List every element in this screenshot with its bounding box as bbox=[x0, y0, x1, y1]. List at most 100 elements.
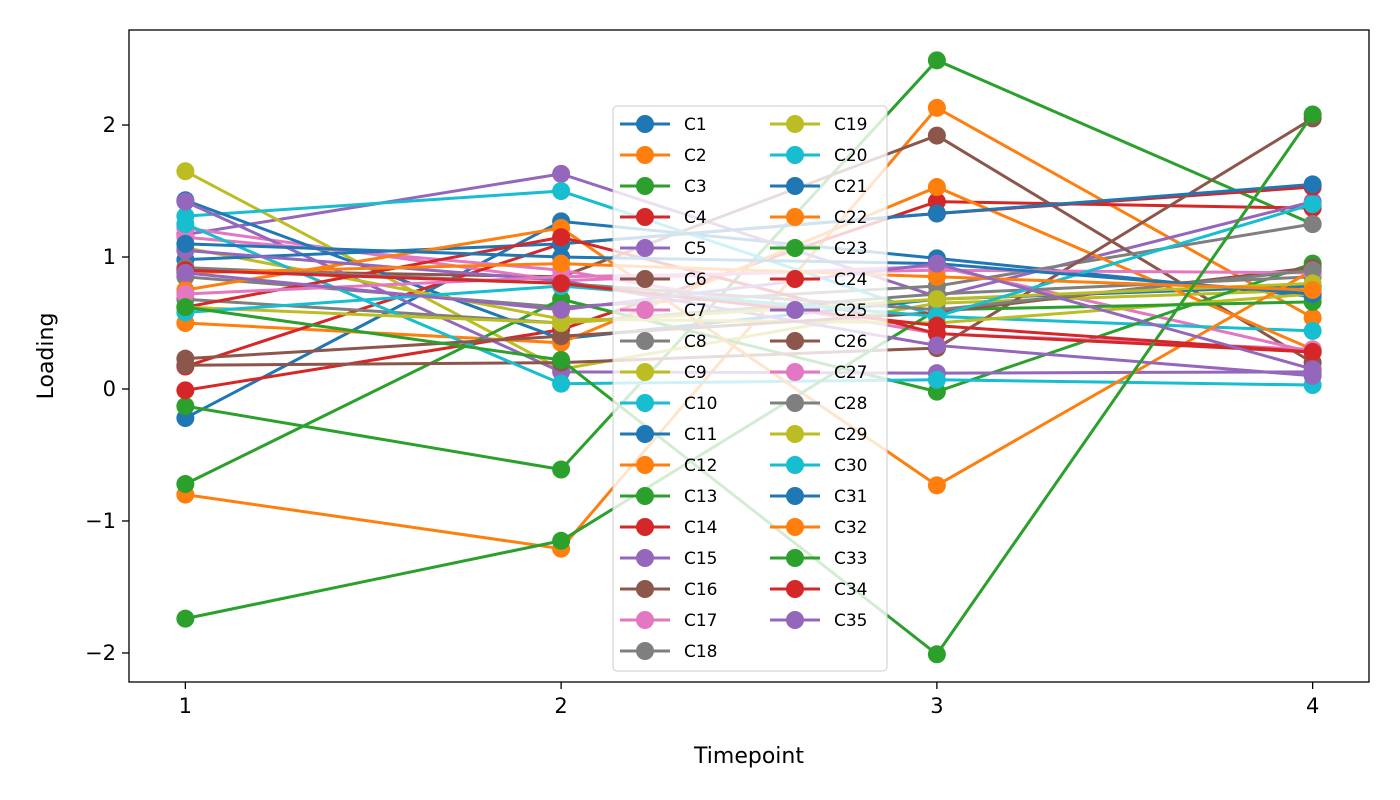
data-point bbox=[176, 162, 195, 181]
legend-label: C26 bbox=[834, 332, 868, 352]
legend-item-C2: C2 bbox=[620, 146, 707, 166]
legend-marker bbox=[786, 611, 804, 629]
x-tick-label: 1 bbox=[179, 694, 192, 718]
data-point bbox=[927, 267, 946, 286]
legend-item-C15: C15 bbox=[620, 549, 718, 569]
legend-item-C29: C29 bbox=[770, 425, 868, 445]
y-tick-label: −2 bbox=[85, 641, 116, 665]
data-point bbox=[927, 178, 946, 197]
y-axis-label: Loading bbox=[34, 313, 59, 400]
legend: C1 C2 C3 C4 C5 C6 C7 C8 C9 C10 C11 C12 C13 C14 C15 C16 C… bbox=[612, 105, 888, 672]
data-point bbox=[927, 316, 946, 335]
data-point bbox=[927, 254, 946, 273]
legend-item-C8: C8 bbox=[620, 332, 707, 352]
x-axis-label: Timepoint bbox=[693, 744, 804, 769]
legend-label: C34 bbox=[834, 580, 868, 600]
legend-marker bbox=[636, 239, 654, 257]
legend-marker bbox=[786, 549, 804, 567]
data-point bbox=[552, 164, 571, 183]
legend-item-C19: C19 bbox=[770, 115, 868, 135]
legend-item-C30: C30 bbox=[770, 456, 868, 476]
legend-item-C9: C9 bbox=[620, 363, 707, 383]
legend-marker bbox=[786, 394, 804, 412]
data-point bbox=[927, 51, 946, 70]
legend-item-C5: C5 bbox=[620, 239, 707, 259]
legend-marker bbox=[636, 394, 654, 412]
legend-label: C17 bbox=[684, 611, 718, 631]
legend-label: C8 bbox=[684, 332, 707, 352]
legend-item-C24: C24 bbox=[770, 270, 868, 290]
legend-item-C13: C13 bbox=[620, 487, 718, 507]
data-point bbox=[552, 254, 571, 273]
data-point bbox=[552, 531, 571, 550]
legend-label: C3 bbox=[684, 177, 707, 197]
legend-item-C27: C27 bbox=[770, 363, 868, 383]
data-point bbox=[927, 98, 946, 117]
y-tick-label: 2 bbox=[103, 113, 116, 137]
legend-label: C11 bbox=[684, 425, 718, 445]
data-point bbox=[927, 370, 946, 389]
legend-marker bbox=[636, 208, 654, 226]
y-tick-label: 1 bbox=[103, 245, 116, 269]
data-point bbox=[552, 300, 571, 319]
legend-label: C22 bbox=[834, 208, 868, 228]
legend-label: C32 bbox=[834, 518, 868, 538]
data-point bbox=[176, 215, 195, 234]
legend-label: C12 bbox=[684, 456, 718, 476]
legend-label: C23 bbox=[834, 239, 868, 259]
legend-item-C16: C16 bbox=[620, 580, 718, 600]
legend-marker bbox=[786, 332, 804, 350]
legend-label: C13 bbox=[684, 487, 718, 507]
legend-item-C31: C31 bbox=[770, 487, 868, 507]
data-point bbox=[1303, 261, 1322, 280]
legend-marker bbox=[636, 146, 654, 164]
legend-item-C34: C34 bbox=[770, 580, 868, 600]
legend-marker bbox=[786, 363, 804, 381]
legend-item-C6: C6 bbox=[620, 270, 707, 290]
data-point bbox=[927, 476, 946, 495]
legend-item-C11: C11 bbox=[620, 425, 718, 445]
data-point bbox=[927, 336, 946, 355]
data-point bbox=[176, 609, 195, 628]
x-tick-label: 4 bbox=[1306, 694, 1319, 718]
legend-marker bbox=[786, 208, 804, 226]
legend-item-C32: C32 bbox=[770, 518, 868, 538]
data-point bbox=[176, 397, 195, 416]
data-point bbox=[927, 126, 946, 145]
legend-label: C4 bbox=[684, 208, 707, 228]
y-tick-label: 0 bbox=[103, 377, 116, 401]
legend-marker bbox=[786, 115, 804, 133]
legend-label: C19 bbox=[834, 115, 868, 135]
legend-item-C18: C18 bbox=[620, 642, 718, 662]
legend-item-C7: C7 bbox=[620, 301, 707, 321]
data-point bbox=[927, 290, 946, 309]
legend-marker bbox=[786, 425, 804, 443]
legend-label: C9 bbox=[684, 363, 707, 383]
legend-label: C28 bbox=[834, 394, 868, 414]
data-point bbox=[1303, 321, 1322, 340]
legend-label: C15 bbox=[684, 549, 718, 569]
legend-label: C6 bbox=[684, 270, 707, 290]
data-point bbox=[552, 460, 571, 479]
data-point bbox=[552, 274, 571, 293]
data-point bbox=[176, 284, 195, 303]
legend-label: C31 bbox=[834, 487, 868, 507]
legend-label: C18 bbox=[684, 642, 718, 662]
legend-marker bbox=[636, 487, 654, 505]
legend-label: C33 bbox=[834, 549, 868, 569]
legend-item-C22: C22 bbox=[770, 208, 868, 228]
legend-item-C21: C21 bbox=[770, 177, 868, 197]
legend-item-C25: C25 bbox=[770, 301, 868, 321]
legend-marker bbox=[636, 332, 654, 350]
legend-item-C10: C10 bbox=[620, 394, 718, 414]
axes: 1 2 3 4 −2 −1 0 1 2 bbox=[85, 113, 1319, 718]
legend-label: C14 bbox=[684, 518, 718, 538]
legend-item-C17: C17 bbox=[620, 611, 718, 631]
legend-marker bbox=[786, 270, 804, 288]
legend-marker bbox=[786, 580, 804, 598]
data-point bbox=[1303, 215, 1322, 234]
legend-marker bbox=[786, 177, 804, 195]
legend-label: C16 bbox=[684, 580, 718, 600]
legend-item-C28: C28 bbox=[770, 394, 868, 414]
data-point bbox=[176, 349, 195, 368]
